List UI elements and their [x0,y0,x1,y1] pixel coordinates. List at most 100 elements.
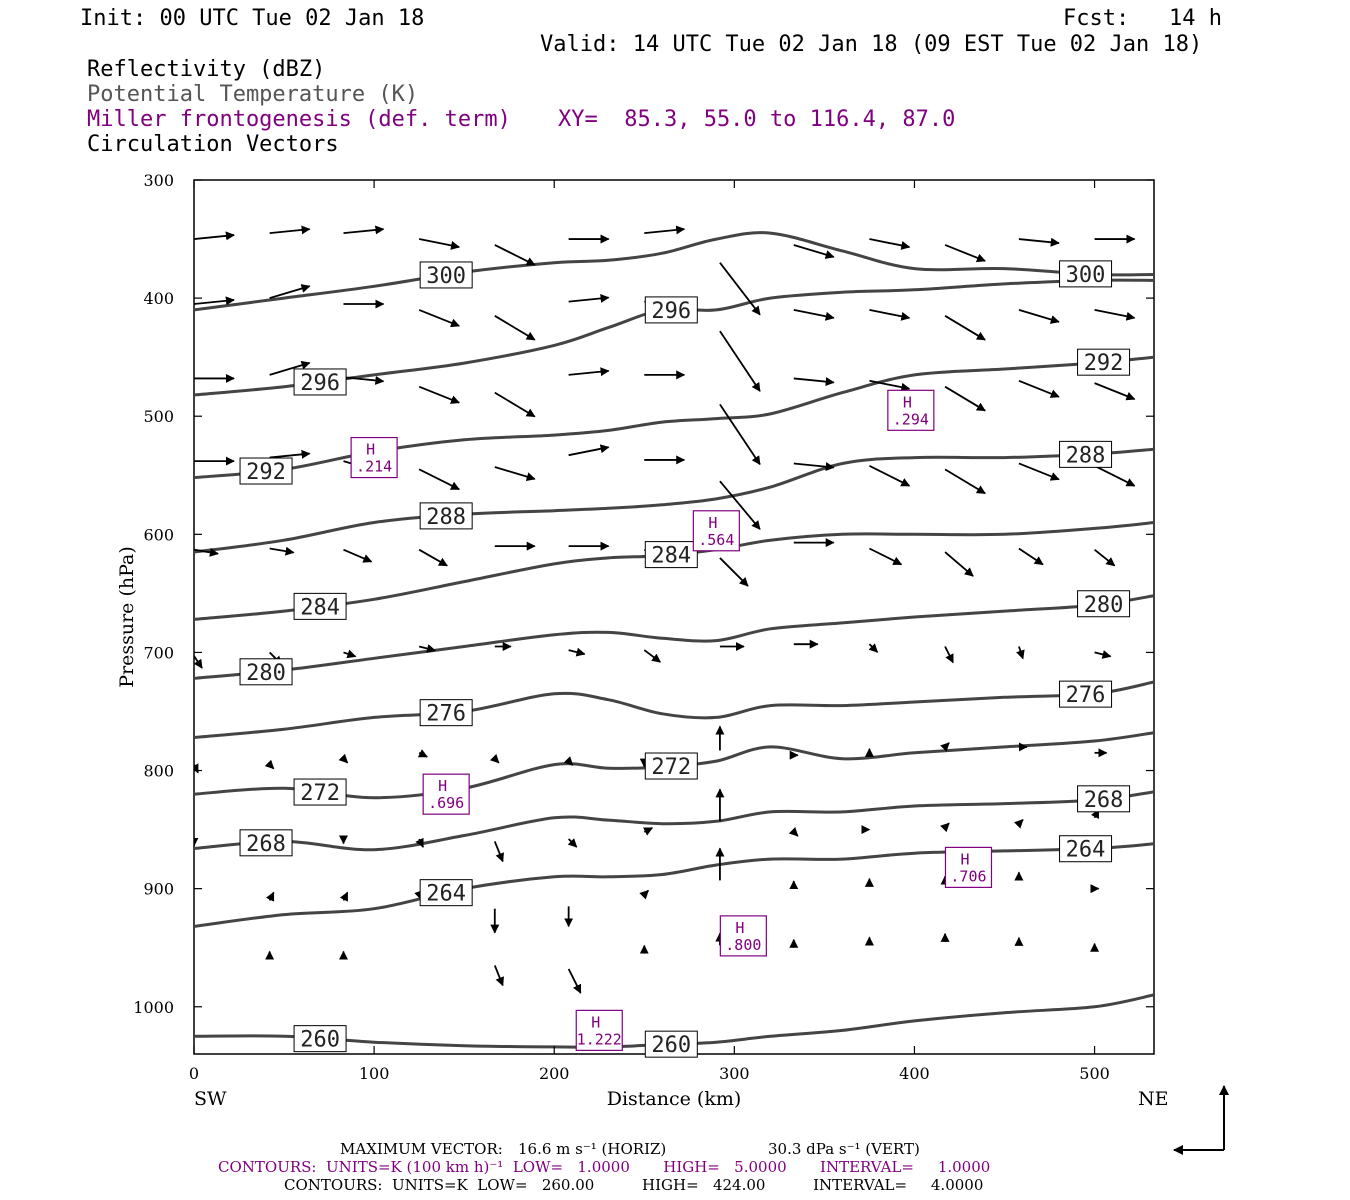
circulation-vector [343,649,357,659]
reference-vector-icon [1173,1085,1229,1155]
frontogenesis-max-value: .706 [950,867,986,885]
circulation-vector [1018,462,1060,481]
max-vector-label: MAXIMUM VECTOR: [340,1140,503,1158]
circulation-vector [494,244,536,266]
field-label: Circulation Vectors [87,132,339,157]
circulation-vector [493,965,504,987]
circulation-vector [269,225,311,235]
isentrope-label-box [419,699,473,727]
circulation-vector [489,753,500,764]
circulation-vector [1018,237,1060,247]
frontogenesis-max-tag: H [735,919,744,937]
isentrope-label: 268 [246,832,286,857]
isentrope-276 [194,680,1154,739]
circulation-vector [265,891,275,902]
circulation-vector [563,756,574,766]
isentrope-label-box [239,658,293,686]
isentrope-300 [194,231,1154,312]
frontogenesis-max-value: .564 [698,531,734,549]
frontogenesis-max-value: .294 [893,410,929,428]
circulation-vector [793,462,835,472]
x-tick-label: 400 [899,1064,930,1083]
circulation-vector [269,449,311,459]
circulation-vector [418,548,448,567]
frontogenesis-max-tag: H [438,777,447,795]
frontogenesis-max-box [692,510,740,552]
circulation-vector [719,330,761,392]
circulation-vector [869,238,911,250]
circulation-vector [194,763,199,774]
isentrope-label: 260 [300,1028,340,1053]
ne-label: NE [1138,1088,1169,1110]
isentrope-label: 288 [426,505,466,530]
isentrope-labels: 300 300 296 296 292 292 288 288 284 284 280 280 276 2… [239,260,1131,1058]
isentrope-label: 260 [651,1033,691,1058]
isentrope-label-box [1077,348,1131,376]
isentrope-label-box [419,879,473,907]
circulation-vector [644,225,686,235]
circulation-vector [343,375,385,385]
circulation-vector [788,827,799,837]
circulation-vector [944,244,986,263]
circulation-vector [194,655,203,669]
circulation-vector [1018,379,1060,398]
circulation-vector [568,647,586,657]
y-tick-label: 600 [143,525,174,544]
isentrope-label-box [1059,440,1113,468]
circulation-vector [869,309,911,321]
frontogenesis-max-tag: H [960,850,969,868]
contours-frontogenesis: CONTOURS: UNITS=K (100 km h)⁻¹ LOW= 1.00… [218,1158,990,1176]
y-tick-label: 500 [143,407,174,426]
isentrope-label: 264 [1066,838,1106,863]
circulation-vector [639,889,649,900]
circulation-vector [415,837,424,848]
isentrope-label: 276 [426,702,466,727]
circulation-vector [1094,548,1116,567]
isentrope-label: 300 [1066,263,1106,288]
field-list: Reflectivity (dBZ)Potential Temperature … [87,57,511,157]
circulation-vector [719,480,761,530]
circulation-vector [1014,819,1024,829]
frontogenesis-max-box [944,846,993,888]
circulation-vector [343,225,385,235]
circulation-vector [418,644,437,653]
frontogenesis-max-box [575,1009,623,1051]
circulation-vector [194,231,235,241]
circulation-vector [1018,309,1060,324]
circulation-vector [1016,646,1025,660]
x-tick-label: 300 [719,1064,750,1083]
frontogenesis-max-value: 1.222 [577,1030,622,1048]
x-tick-label: 0 [189,1064,199,1083]
isentrope-label: 292 [1084,351,1124,376]
init-time: Init: 00 UTC Tue 02 Jan 18 [80,6,424,31]
frontogenesis-max-box [350,436,398,479]
isentrope-label-box [239,829,293,857]
field-label: Miller frontogenesis (def. term) [87,107,511,132]
max-vector-vert: 30.3 dPa s⁻¹ (VERT) [768,1140,920,1158]
circulation-vector [944,315,986,341]
isentrope-label: 264 [426,882,466,907]
circulation-vector [868,643,879,653]
isentrope-label: 296 [651,299,691,324]
isentrope-label-box [644,541,698,569]
frontogenesis-max-tag: H [366,441,375,459]
circulation-vector [494,391,536,418]
y-tick-label: 1000 [133,998,174,1017]
isentrope-label: 280 [1084,593,1124,618]
circulation-vector [568,367,610,377]
x-tick-label: 200 [539,1064,570,1083]
circulation-vector [494,315,536,341]
sw-label: SW [194,1088,227,1110]
frontogenesis-max-box [887,389,935,431]
circulation-vector [869,465,911,487]
isentrope-label: 296 [300,371,340,396]
xy-range: XY= 85.3, 55.0 to 116.4, 87.0 [558,107,955,132]
y-tick-label: 300 [143,171,174,190]
y-axis: 300 400 500 600 700 800 900 1000 [133,171,1154,1017]
circulation-vector [418,468,460,491]
field-label: Potential Temperature (K) [87,82,418,107]
isentrope-264 [194,842,1154,928]
circulation-vector [269,360,311,376]
circulation-vector [793,244,835,259]
